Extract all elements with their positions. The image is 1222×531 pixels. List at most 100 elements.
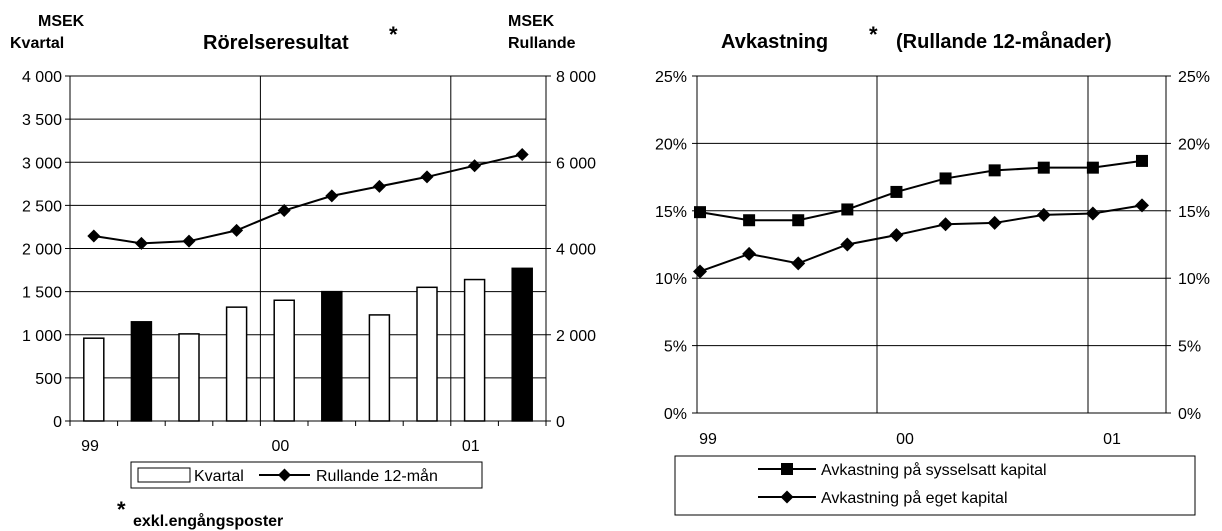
return-chart: Avkastning * (Rullande 12-månader) 25% 25… (655, 22, 1210, 516)
x-tick-label: 99 (81, 438, 99, 455)
right-y-tick-label: 6 000 (556, 155, 596, 172)
legend-marker-diamond (278, 468, 291, 482)
point-marker (694, 206, 706, 219)
plot-area (696, 75, 1167, 414)
point-marker (890, 185, 903, 198)
bar (321, 290, 343, 422)
point-marker (420, 170, 434, 184)
left-y-tick-label: 20% (655, 136, 687, 153)
point-marker (840, 237, 855, 252)
point-marker (468, 159, 482, 173)
legend-label-kvartal: Kvartal (194, 468, 244, 485)
footnote-text: exkl.engångsposter (133, 512, 283, 530)
left-y-tick-label: 2 000 (22, 242, 62, 259)
series-line (699, 204, 1143, 273)
left-axis-unit-label: MSEK (38, 13, 85, 30)
point-marker (841, 203, 854, 216)
point-marker (1037, 161, 1050, 174)
point-marker (230, 223, 244, 237)
left-y-tick-label: 5% (664, 339, 687, 356)
bar (83, 337, 105, 422)
series-line (93, 153, 523, 245)
right-y-tick-label: 2 000 (556, 328, 596, 345)
legend-marker-diamond (780, 490, 794, 504)
bar (416, 286, 438, 422)
x-tick-label: 00 (272, 438, 290, 455)
point-marker (939, 172, 952, 185)
left-y-tick-label: 0 (53, 414, 62, 431)
legend-swatch-kvartal (137, 467, 191, 483)
bar (178, 333, 200, 422)
legend-label-rullande: Rullande 12-mån (316, 467, 438, 485)
chart-title: Rörelseresultat (203, 32, 349, 54)
left-y-tick-label: 4 000 (22, 69, 62, 86)
legend-box (674, 455, 1196, 516)
axes: 25% 25% 20% 20% 15% 15% 10% 10% 5% 5% 0% 0% 99 00 01 (655, 69, 1210, 448)
left-y-tick-label: 3 500 (22, 112, 62, 129)
chart-title-asterisk: * (869, 22, 878, 47)
legend-label-sysselsatt: Avkastning på sysselsatt kapital (821, 461, 1047, 479)
right-y-tick-label: 5% (1178, 339, 1201, 356)
chart-title-asterisk: * (389, 22, 398, 47)
point-marker (1085, 206, 1100, 221)
point-marker (987, 215, 1002, 230)
point-marker (791, 256, 806, 271)
point-marker (1036, 207, 1051, 222)
axes: 4 000 3 500 3 000 2 500 2 000 1 500 1 000 500 0 8… (22, 69, 596, 455)
point-marker (693, 264, 707, 279)
left-y-tick-label: 1 500 (22, 285, 62, 302)
legend-marker-square (781, 463, 793, 475)
point-marker (134, 236, 148, 250)
point-marker (515, 147, 529, 161)
right-y-tick-label: 10% (1178, 271, 1210, 288)
left-y-tick-label: 25% (655, 69, 687, 86)
point-marker (87, 229, 101, 243)
x-tick-label: 00 (896, 431, 914, 448)
bar (273, 299, 295, 422)
point-marker (1135, 154, 1148, 167)
bar (225, 306, 248, 422)
bar (511, 267, 533, 422)
point-marker (792, 214, 805, 227)
point-marker (743, 214, 756, 227)
gridlines (697, 76, 1166, 413)
point-marker (277, 204, 291, 218)
bar (463, 278, 486, 422)
left-axis-period-label: Kvartal (10, 35, 64, 52)
x-tick-label: 01 (1103, 431, 1121, 448)
right-y-tick-label: 4 000 (556, 242, 596, 259)
right-y-tick-label: 25% (1178, 69, 1210, 86)
line-series-rullande (87, 147, 529, 250)
legend-label-eget: Avkastning på eget kapital (821, 489, 1008, 507)
bar (368, 314, 391, 422)
left-y-tick-label: 2 500 (22, 198, 62, 215)
right-axis-period-label: Rullande (508, 35, 576, 52)
x-tick-label: 99 (699, 431, 717, 448)
point-marker (889, 228, 904, 243)
point-marker (1086, 161, 1099, 174)
right-y-tick-label: 15% (1178, 204, 1210, 221)
chart-subtitle: (Rullande 12-månader) (896, 30, 1112, 53)
bar (130, 321, 153, 422)
point-marker (372, 179, 386, 193)
x-tick-label: 01 (462, 438, 480, 455)
left-y-tick-label: 15% (655, 204, 687, 221)
left-y-tick-label: 500 (35, 371, 62, 388)
point-marker (988, 164, 1001, 177)
left-y-tick-label: 3 000 (22, 155, 62, 172)
left-y-tick-label: 10% (655, 271, 687, 288)
series-line (699, 159, 1143, 222)
point-marker (325, 189, 339, 203)
left-y-tick-label: 1 000 (22, 328, 62, 345)
point-marker (182, 234, 196, 248)
bar-series-kvartal (83, 267, 533, 422)
right-y-tick-label: 0 (556, 414, 565, 431)
right-y-tick-label: 20% (1178, 136, 1210, 153)
point-marker (938, 217, 953, 232)
operating-result-chart: MSEK Kvartal MSEK Rullande Rörelseresult… (10, 13, 596, 530)
left-y-tick-label: 0% (664, 406, 687, 423)
line-series (693, 154, 1149, 279)
point-marker (742, 246, 757, 261)
right-axis-unit-label: MSEK (508, 13, 555, 30)
